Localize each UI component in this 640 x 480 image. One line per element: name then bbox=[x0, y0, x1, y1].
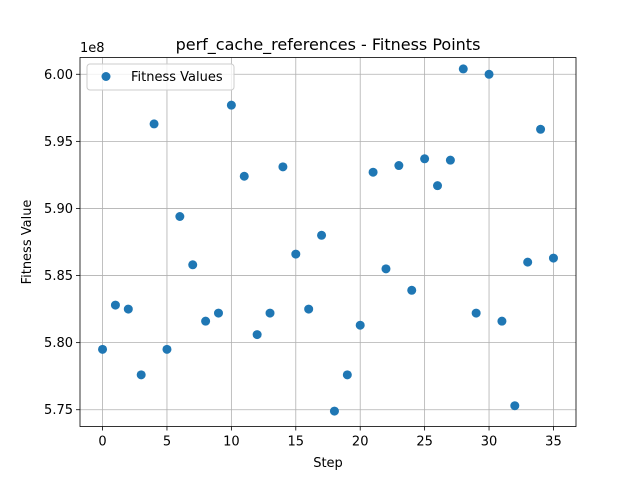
data-point bbox=[329, 406, 339, 416]
x-axis-label: Step bbox=[313, 456, 343, 471]
x-tick-label: 20 bbox=[352, 435, 369, 450]
data-point bbox=[188, 260, 198, 270]
data-point bbox=[265, 308, 275, 318]
data-point bbox=[304, 304, 314, 314]
data-point bbox=[136, 370, 146, 380]
data-point bbox=[342, 370, 352, 380]
y-tick-label: 5.80 bbox=[44, 336, 73, 351]
x-tick-label: 5 bbox=[163, 435, 171, 450]
y-tick-label: 5.95 bbox=[44, 135, 73, 150]
data-point bbox=[213, 308, 223, 318]
data-point bbox=[175, 212, 185, 222]
data-point bbox=[445, 155, 455, 165]
y-tick-label: 6.00 bbox=[44, 68, 73, 83]
data-point bbox=[239, 171, 249, 181]
x-tick-label: 25 bbox=[416, 435, 433, 450]
y-tick-label: 5.85 bbox=[44, 269, 73, 284]
data-point bbox=[317, 230, 327, 240]
chart-title: perf_cache_references - Fitness Points bbox=[176, 35, 481, 55]
data-point bbox=[381, 264, 391, 274]
data-point bbox=[162, 344, 172, 354]
data-point bbox=[394, 161, 404, 171]
x-tick-label: 30 bbox=[481, 435, 498, 450]
data-point bbox=[420, 154, 430, 164]
data-point bbox=[278, 162, 288, 172]
legend-marker bbox=[101, 72, 111, 81]
data-point bbox=[355, 320, 365, 330]
data-point bbox=[484, 69, 494, 79]
data-point bbox=[433, 181, 443, 191]
x-tick-label: 10 bbox=[223, 435, 240, 450]
plot-frame bbox=[79, 57, 577, 427]
legend-label: Fitness Values bbox=[131, 70, 223, 85]
y-axis-ticks: 5.75 5.80 5.85 5.90 5.95 6.00 bbox=[44, 68, 80, 418]
data-point bbox=[548, 253, 558, 263]
x-tick-label: 0 bbox=[98, 435, 106, 450]
x-tick-label: 35 bbox=[545, 435, 562, 450]
grid-lines bbox=[80, 57, 576, 427]
data-point bbox=[110, 300, 120, 310]
data-point bbox=[98, 344, 108, 354]
data-point bbox=[407, 285, 417, 295]
data-points bbox=[98, 64, 558, 416]
data-point bbox=[201, 316, 211, 326]
legend: Fitness Values bbox=[86, 63, 235, 91]
y-axis-label: Fitness Value bbox=[20, 200, 35, 285]
data-point bbox=[458, 64, 468, 74]
data-point bbox=[471, 308, 481, 318]
data-point bbox=[123, 304, 133, 314]
x-tick-label: 15 bbox=[288, 435, 305, 450]
data-point bbox=[536, 124, 546, 134]
data-point bbox=[368, 167, 378, 177]
data-point bbox=[497, 316, 507, 326]
y-offset-label: 1e8 bbox=[80, 41, 105, 56]
legend-box bbox=[86, 63, 235, 91]
y-tick-label: 5.90 bbox=[44, 202, 73, 217]
x-axis-ticks: 0 5 10 15 20 25 30 35 bbox=[98, 426, 562, 450]
data-point bbox=[510, 401, 520, 411]
data-point bbox=[226, 100, 236, 110]
data-point bbox=[523, 257, 533, 267]
data-point bbox=[252, 330, 262, 340]
y-tick-label: 5.75 bbox=[44, 403, 73, 418]
data-point bbox=[291, 249, 301, 259]
data-point bbox=[149, 119, 159, 129]
